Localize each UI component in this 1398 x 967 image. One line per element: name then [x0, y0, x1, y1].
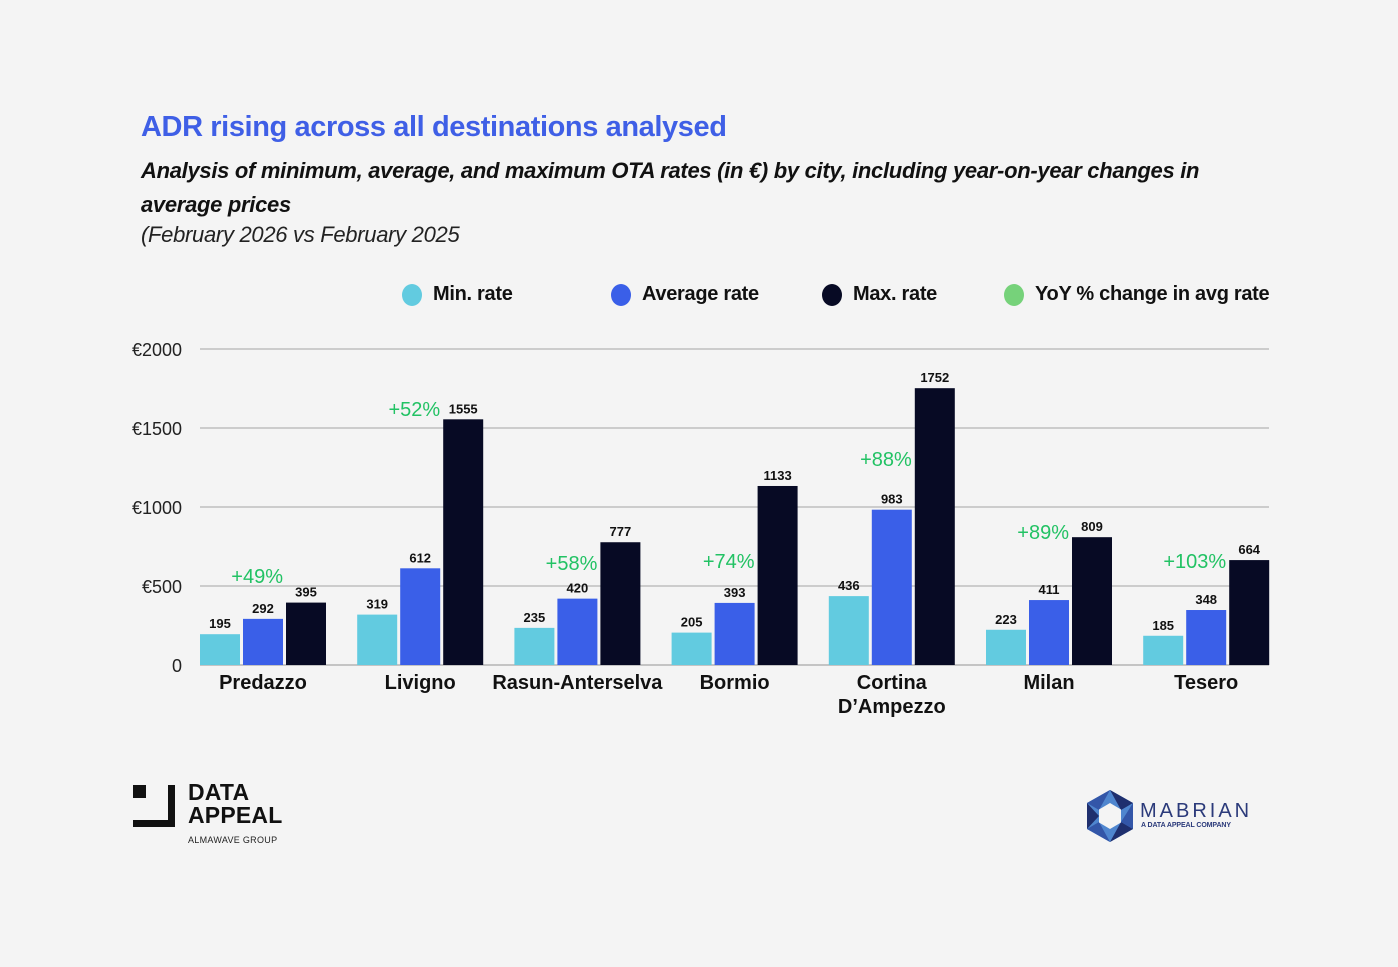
legend-label-min-rate: Min. rate: [433, 283, 513, 305]
max-rate-bar: [1229, 560, 1270, 665]
x-tick-label: D’Ampezzo: [838, 696, 946, 718]
legend-item-yoy-change: YoY % change in avg rate: [1004, 283, 1270, 306]
min-rate-bar: [1143, 635, 1184, 665]
average-rate-bar: [714, 602, 755, 665]
min-rate-bar: [671, 632, 712, 665]
yoy-change-label: +74%: [703, 551, 755, 573]
average-rate-bar: [1186, 610, 1227, 665]
max-rate-label: 1133: [763, 468, 791, 483]
legend: Min. rate Average rate Max. rate YoY % c…: [0, 283, 1398, 309]
chart-period: (February 2026 vs February 2025: [141, 222, 460, 247]
average-rate-bar: [871, 509, 912, 665]
average-rate-label: 393: [724, 585, 746, 600]
min-rate-label: 235: [524, 610, 546, 625]
x-tick-label: Livigno: [385, 672, 456, 694]
legend-item-min-rate: Min. rate: [402, 283, 513, 306]
min-rate-label: 223: [995, 612, 1017, 627]
max-rate-bar: [1072, 537, 1112, 665]
data-appeal-line2: APPEAL: [188, 802, 283, 828]
yoy-change-label: +52%: [388, 399, 440, 421]
average-rate-label: 420: [567, 581, 589, 596]
min-rate-bar: [828, 596, 869, 665]
max-rate-label: 664: [1238, 542, 1260, 557]
chart-title: ADR rising across all destinations analy…: [141, 111, 727, 143]
data-appeal-line1: DATA: [188, 779, 250, 805]
yoy-change-label: +89%: [1017, 522, 1069, 544]
yoy-change-label: +58%: [546, 553, 598, 575]
y-tick-label: €1500: [132, 419, 182, 439]
average-rate-bar: [400, 568, 441, 665]
min-rate-label: 195: [209, 616, 231, 631]
average-rate-label: 612: [409, 550, 431, 565]
legend-item-max-rate: Max. rate: [822, 283, 937, 306]
legend-swatch-max-rate: [822, 283, 842, 306]
min-rate-label: 205: [681, 615, 703, 630]
min-rate-label: 436: [838, 578, 860, 593]
yoy-change-label: +49%: [231, 566, 283, 588]
legend-swatch-average-rate: [611, 283, 631, 306]
y-tick-label: 0: [172, 656, 182, 676]
legend-label-yoy-change: YoY % change in avg rate: [1035, 283, 1270, 305]
max-rate-label: 1555: [449, 401, 478, 416]
x-tick-label: Predazzo: [219, 672, 307, 694]
average-rate-label: 348: [1195, 592, 1217, 607]
max-rate-label: 1752: [920, 370, 949, 385]
legend-label-average-rate: Average rate: [642, 283, 759, 305]
y-tick-label: €500: [142, 577, 182, 597]
min-rate-bar: [200, 634, 240, 665]
x-tick-label: Bormio: [700, 672, 770, 694]
mabrian-hexagon-icon: [1087, 790, 1133, 842]
min-rate-label: 185: [1152, 618, 1174, 633]
x-tick-label: Milan: [1023, 672, 1074, 694]
legend-swatch-min-rate: [402, 283, 422, 306]
average-rate-bar: [243, 618, 283, 665]
data-appeal-mark-icon: [133, 785, 175, 827]
legend-item-average-rate: Average rate: [611, 283, 759, 306]
min-rate-bar: [514, 627, 555, 665]
x-tick-label: Tesero: [1174, 672, 1238, 694]
max-rate-bar: [286, 602, 326, 665]
mabrian-subtitle: A DATA APPEAL COMPANY: [1141, 822, 1231, 829]
y-tick-label: €1000: [132, 498, 182, 518]
average-rate-label: 292: [252, 601, 274, 616]
max-rate-label: 809: [1081, 519, 1103, 534]
data-appeal-logo: DATA APPEAL ALMAWAVE GROUP: [133, 781, 313, 855]
average-rate-label: 983: [881, 492, 903, 507]
max-rate-bar: [757, 485, 798, 665]
max-rate-label: 777: [610, 524, 632, 539]
x-tick-label: Cortina: [857, 672, 928, 694]
max-rate-bar: [600, 542, 641, 665]
chart-subtitle: Analysis of minimum, average, and maximu…: [141, 158, 1200, 217]
min-rate-label: 319: [366, 597, 388, 612]
yoy-change-label: +88%: [860, 449, 912, 471]
min-rate-bar: [986, 629, 1026, 665]
average-rate-bar: [1029, 600, 1069, 665]
y-tick-label: €2000: [132, 340, 182, 360]
mabrian-logo: MABRIAN A DATA APPEAL COMPANY: [1087, 790, 1267, 845]
mabrian-wordmark: MABRIAN: [1140, 800, 1253, 822]
average-rate-label: 411: [1039, 582, 1060, 597]
yoy-change-label: +103%: [1163, 551, 1226, 573]
average-rate-bar: [557, 598, 598, 665]
x-tick-label: Rasun-Anterselva: [492, 672, 663, 694]
max-rate-label: 395: [295, 585, 317, 600]
max-rate-bar: [443, 419, 484, 665]
max-rate-bar: [914, 388, 955, 665]
legend-swatch-yoy-change: [1004, 283, 1024, 306]
data-appeal-wordmark: DATA APPEAL: [188, 781, 283, 827]
min-rate-bar: [357, 614, 398, 665]
legend-label-max-rate: Max. rate: [853, 283, 938, 305]
data-appeal-subtitle: ALMAWAVE GROUP: [188, 835, 278, 845]
